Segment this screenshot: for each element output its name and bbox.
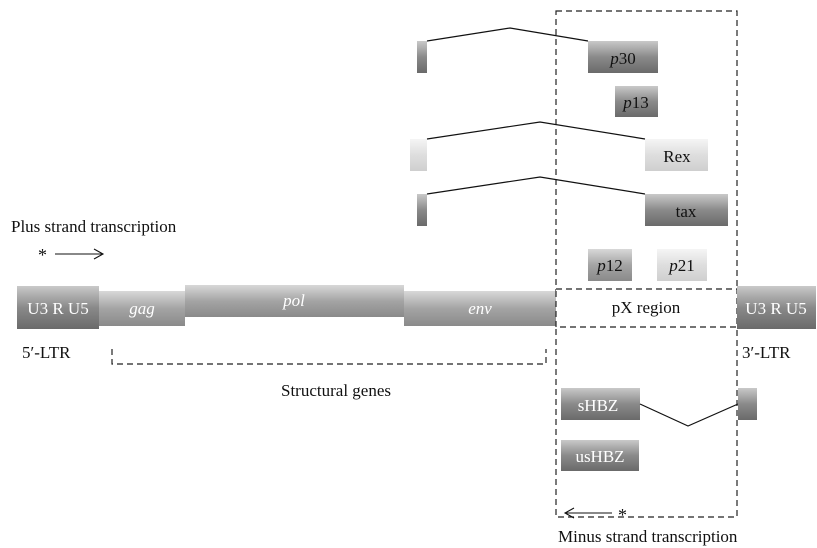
p21-exon (657, 249, 707, 281)
ltr-3-label: U3 R U5 (745, 299, 806, 318)
ltr-3-box (737, 286, 816, 329)
ltr-5-caption: 5′-LTR (22, 343, 71, 362)
shbz-splice-line (639, 403, 739, 427)
tax-exon1 (417, 194, 427, 226)
minus-strand-label: Minus strand transcription (558, 527, 738, 546)
ushbz-label: usHBZ (575, 447, 624, 466)
p30-exon2 (588, 41, 658, 73)
rex-exon1 (410, 139, 427, 171)
p13-exon (615, 86, 658, 117)
p30-splice-line (426, 27, 589, 42)
structural-genes-bracket (111, 349, 547, 365)
rex-exon2 (645, 139, 708, 171)
minus-strand-star: * (618, 505, 627, 525)
shbz-exon1 (561, 388, 640, 420)
tax-splice-line (426, 176, 646, 195)
plus-strand-arrow (55, 248, 105, 260)
tax-exon2 (645, 194, 728, 226)
px-region-segment (555, 288, 738, 328)
rex-splice-line (426, 121, 646, 140)
px-region-label: pX region (612, 298, 681, 317)
shbz-exon2 (738, 388, 757, 420)
plus-strand-star: * (38, 245, 47, 265)
rex-label: Rex (663, 147, 691, 166)
ltr-3-caption: 3′-LTR (742, 343, 791, 362)
p30-label: p30 (609, 49, 636, 68)
tax-label: tax (676, 202, 697, 221)
pol-label: pol (282, 291, 305, 310)
ushbz-exon (561, 440, 639, 471)
gag-gene (99, 291, 185, 326)
env-label: env (468, 299, 492, 318)
p30-exon1 (417, 41, 427, 73)
pol-gene (185, 285, 404, 317)
env-gene (404, 291, 556, 326)
px-region-box (555, 10, 738, 518)
structural-genes-label: Structural genes (281, 381, 391, 400)
p21-label: p21 (668, 256, 695, 275)
ltr-5-box (17, 286, 99, 329)
p13-label: p13 (622, 93, 649, 112)
p12-label: p12 (596, 256, 623, 275)
gag-label: gag (129, 299, 155, 318)
p12-exon (588, 249, 632, 281)
ltr-5-label: U3 R U5 (27, 299, 88, 318)
plus-strand-label: Plus strand transcription (11, 217, 177, 236)
minus-strand-arrow (563, 507, 612, 519)
shbz-label: sHBZ (578, 396, 619, 415)
